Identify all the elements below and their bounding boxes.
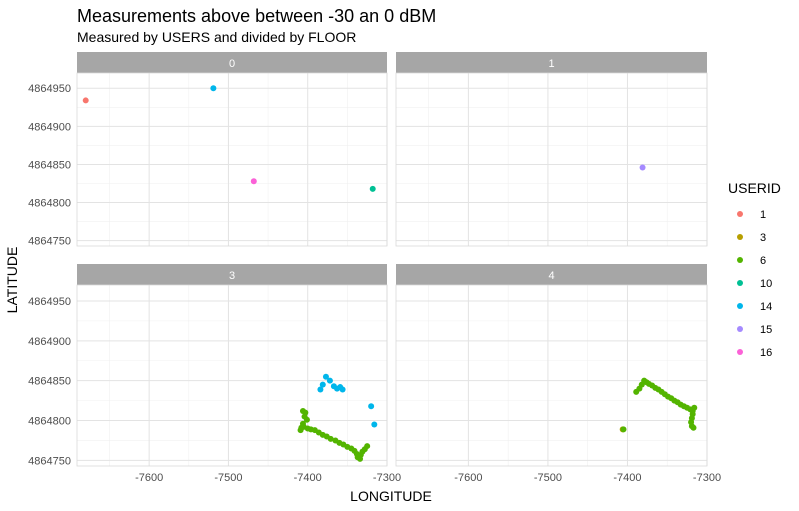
panel-border <box>395 284 708 467</box>
y-axis-title: LATITUDE <box>4 247 20 314</box>
chart-subtitle: Measured by USERS and divided by FLOOR <box>77 29 356 45</box>
data-point-user-14 <box>317 386 324 393</box>
facet-panel-floor-0: 0 <box>76 52 388 247</box>
facet-panel-floor-3: 3 <box>76 264 388 467</box>
data-point-user-14 <box>368 403 375 410</box>
legend-title: USERID <box>728 180 781 196</box>
x-tick-label: -7300 <box>373 472 401 484</box>
legend-label: 6 <box>760 255 766 267</box>
x-tick-label: -7600 <box>135 472 163 484</box>
legend-label: 10 <box>760 278 772 290</box>
facet-strip-label: 0 <box>229 58 235 70</box>
facet-strip <box>396 264 707 285</box>
legend-item-16: 16 <box>737 347 772 359</box>
legend-key <box>737 349 743 355</box>
legend-label: 1 <box>760 209 766 221</box>
legend-key <box>737 257 743 263</box>
y-tick-label: 4864850 <box>28 376 71 388</box>
x-tick-label: -7600 <box>454 472 482 484</box>
data-point-user-14 <box>319 381 326 388</box>
y-tick-label: 4864950 <box>28 83 71 95</box>
y-tick-label: 4864900 <box>28 336 71 348</box>
data-point-user-15 <box>639 164 646 171</box>
panel-border <box>76 72 388 247</box>
data-point-user-14 <box>339 386 346 393</box>
panel-border <box>76 284 388 467</box>
legend-key <box>737 326 743 332</box>
data-point-user-6 <box>327 435 334 442</box>
y-tick-label: 4864900 <box>28 121 71 133</box>
y-tick-label: 4864800 <box>28 198 71 210</box>
facet-strip-label: 3 <box>229 270 235 282</box>
facet-strip <box>77 264 387 285</box>
y-tick-label: 4864800 <box>28 416 71 428</box>
data-point-user-14 <box>322 373 329 380</box>
legend-item-1: 1 <box>737 209 766 221</box>
facet-panel-floor-4: 4 <box>395 264 708 467</box>
legend: USERID 1 3 6 10 14 15 16 <box>728 180 781 359</box>
data-point-user-6 <box>620 426 627 433</box>
legend-item-3: 3 <box>737 232 766 244</box>
legend-label: 15 <box>760 324 772 336</box>
facet-panels: 0 1 3 4 <box>76 52 708 467</box>
x-tick-label: -7500 <box>214 472 242 484</box>
data-point-user-6 <box>364 443 371 450</box>
facet-strip <box>396 52 707 73</box>
legend-key <box>737 211 743 217</box>
x-tick-label: -7400 <box>294 472 322 484</box>
data-point-user-6 <box>690 424 697 431</box>
y-tick-label: 4864750 <box>28 455 71 467</box>
legend-items: 1 3 6 10 14 15 16 <box>737 209 772 359</box>
legend-label: 14 <box>760 301 772 313</box>
data-point-user-1 <box>82 97 89 104</box>
legend-item-14: 14 <box>737 301 772 313</box>
facet-strip-label: 4 <box>548 270 554 282</box>
facet-strip <box>77 52 387 73</box>
x-tick-label: -7400 <box>613 472 641 484</box>
data-point-user-6 <box>303 416 310 423</box>
chart-title: Measurements above between -30 an 0 dBM <box>77 6 436 26</box>
x-tick-label: -7300 <box>693 472 721 484</box>
y-tick-label: 4864750 <box>28 236 71 248</box>
legend-item-10: 10 <box>737 278 772 290</box>
legend-label: 3 <box>760 232 766 244</box>
data-point-user-14 <box>326 377 333 384</box>
data-point-user-16 <box>250 178 257 185</box>
y-tick-label: 4864850 <box>28 159 71 171</box>
x-axis-ticks: -7600 -7500 -7400 -7300 -7600 -7500 -7400 -7300 <box>135 472 721 484</box>
legend-key <box>737 234 743 240</box>
legend-key <box>737 303 743 309</box>
legend-key <box>737 280 743 286</box>
data-point-user-14 <box>210 85 217 92</box>
facet-strip-label: 1 <box>548 58 554 70</box>
y-tick-label: 4864950 <box>28 296 71 308</box>
data-point-user-14 <box>371 421 378 428</box>
legend-label: 16 <box>760 347 772 359</box>
legend-item-15: 15 <box>737 324 772 336</box>
legend-item-6: 6 <box>737 255 766 267</box>
x-axis-title: LONGITUDE <box>350 488 432 504</box>
y-axis-ticks: 4864750 4864800 4864850 4864900 4864950 48647… <box>28 83 71 467</box>
x-tick-label: -7500 <box>534 472 562 484</box>
panel-border <box>395 72 708 247</box>
facet-panel-floor-1: 1 <box>395 52 708 247</box>
data-point-user-6 <box>691 404 698 411</box>
data-point-user-10 <box>369 185 376 192</box>
